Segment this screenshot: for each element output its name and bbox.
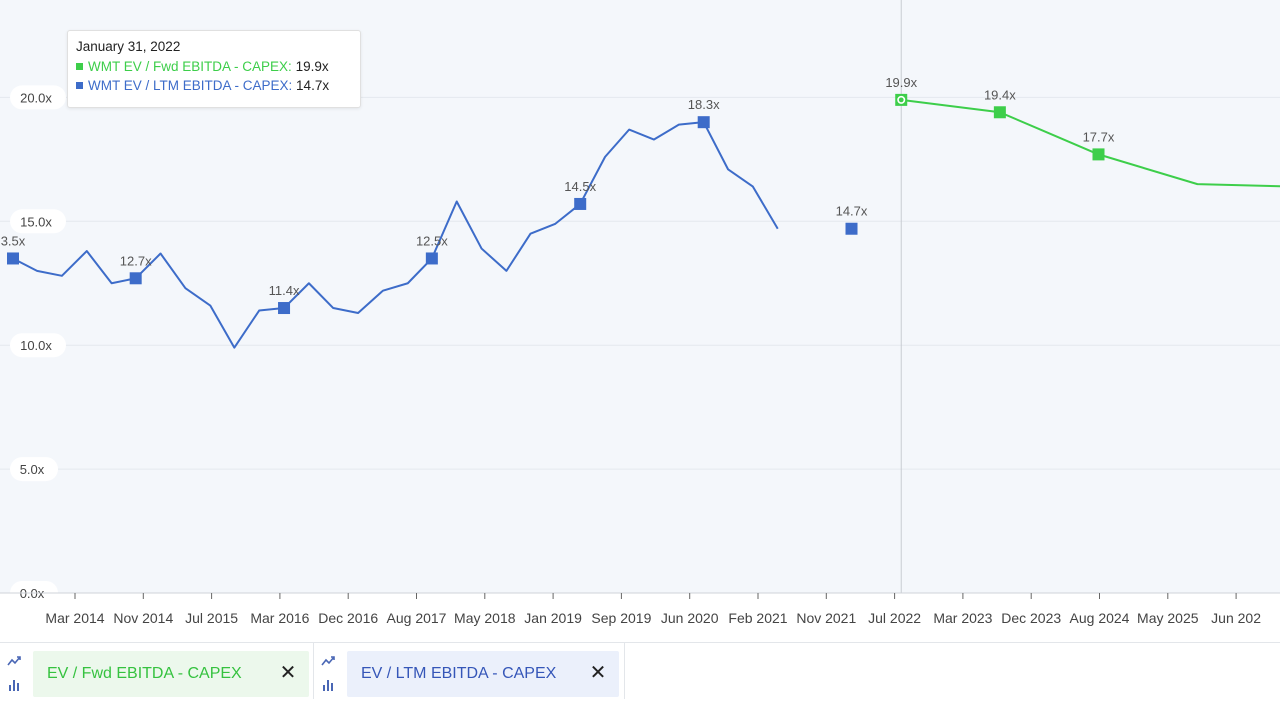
data-label: 11.4x <box>269 283 300 298</box>
tooltip-label-ltm: WMT EV / LTM EBITDA - CAPEX: <box>88 78 293 93</box>
y-tick-pill <box>10 333 66 358</box>
data-labels: 3.5x 12.7x 11.4x 12.5x 14.5x 18.3x 14.7x 19.9x 1… <box>1 75 1115 298</box>
x-tick-label: Nov 2021 <box>796 610 856 626</box>
data-point-fwd <box>1092 148 1105 161</box>
x-tick-label: May 2018 <box>454 610 516 626</box>
data-point-ltm <box>278 302 291 315</box>
legend-divider <box>313 643 314 699</box>
data-point-ltm <box>574 197 587 210</box>
data-label: 19.9x <box>885 75 917 90</box>
data-label: 18.3x <box>688 97 720 112</box>
chart-type-toggle-fwd <box>0 647 28 699</box>
y-tick-label: 15.0x <box>20 214 52 229</box>
tooltip-swatch-ltm <box>76 82 83 89</box>
line-chart-icon[interactable] <box>6 653 22 669</box>
tooltip-row-fwd: WMT EV / Fwd EBITDA - CAPEX: 19.9x <box>76 59 352 74</box>
legend-group-ltm: EV / LTM EBITDA - CAPEX ✕ <box>314 647 624 699</box>
data-point-ltm <box>697 116 710 129</box>
bar-chart-icon[interactable] <box>6 677 22 693</box>
tooltip-value-fwd: 19.9x <box>295 59 329 74</box>
legend-group-fwd: EV / Fwd EBITDA - CAPEX ✕ <box>0 647 310 699</box>
x-tick-label: Jun 202 <box>1211 610 1261 626</box>
tooltip-row-ltm: WMT EV / LTM EBITDA - CAPEX: 14.7x <box>76 78 352 93</box>
x-tick-label: Jan 2019 <box>524 610 582 626</box>
x-tick-label: Dec 2016 <box>318 610 378 626</box>
data-label: 12.7x <box>120 253 152 268</box>
data-label: 14.5x <box>564 179 596 194</box>
y-tick-label: 20.0x <box>20 90 52 105</box>
x-tick-label: Jul 2022 <box>868 610 921 626</box>
tooltip-value-ltm: 14.7x <box>296 78 330 93</box>
line-chart-icon[interactable] <box>320 653 336 669</box>
bar-chart-icon[interactable] <box>320 677 336 693</box>
legend-chip-fwd[interactable]: EV / Fwd EBITDA - CAPEX ✕ <box>33 651 309 697</box>
x-tick-label: Dec 2023 <box>1001 610 1061 626</box>
x-tick-label: Mar 2016 <box>250 610 309 626</box>
x-tick-label: Feb 2021 <box>728 610 787 626</box>
data-label: 19.4x <box>984 87 1016 102</box>
data-point-ltm <box>7 252 19 265</box>
x-tick-label: Nov 2014 <box>113 610 173 626</box>
data-point-fwd <box>993 106 1006 119</box>
x-tick-label: May 2025 <box>1137 610 1199 626</box>
y-tick-pill <box>10 457 58 482</box>
y-tick-pill <box>10 85 66 110</box>
x-tick-label: Mar 2014 <box>45 610 104 626</box>
data-point-ltm <box>129 272 142 285</box>
x-tick-label: Aug 2017 <box>387 610 447 626</box>
series-legend-bar: EV / Fwd EBITDA - CAPEX ✕ EV / LTM EBITD… <box>0 642 1280 702</box>
y-tick-pill <box>10 209 66 234</box>
legend-chip-label-fwd: EV / Fwd EBITDA - CAPEX <box>47 665 242 682</box>
legend-chip-ltm[interactable]: EV / LTM EBITDA - CAPEX ✕ <box>347 651 619 697</box>
data-point-ltm <box>425 252 438 265</box>
x-tick-label: Jun 2020 <box>661 610 719 626</box>
legend-chip-label-ltm: EV / LTM EBITDA - CAPEX <box>361 665 557 682</box>
tooltip-swatch-fwd <box>76 63 83 70</box>
close-icon[interactable]: ✕ <box>589 662 607 684</box>
data-point-highlighted <box>895 93 908 106</box>
x-tick-label: Mar 2023 <box>933 610 992 626</box>
x-tick-label: Aug 2024 <box>1070 610 1130 626</box>
hover-tooltip: January 31, 2022 WMT EV / Fwd EBITDA - C… <box>67 30 361 108</box>
data-point-highlight-ring <box>897 95 906 104</box>
x-tick-label: Jul 2015 <box>185 610 238 626</box>
data-label: 14.7x <box>836 204 868 219</box>
data-label: 12.5x <box>416 233 448 248</box>
chart-type-toggle-ltm <box>314 647 342 699</box>
tooltip-date: January 31, 2022 <box>76 39 181 54</box>
y-tick-label: 10.0x <box>20 338 52 353</box>
data-point-ltm <box>845 222 858 235</box>
y-tick-label: 5.0x <box>20 462 45 477</box>
legend-divider <box>624 643 625 699</box>
data-label: 17.7x <box>1083 129 1115 144</box>
close-icon[interactable]: ✕ <box>279 662 297 684</box>
x-tick-label: Sep 2019 <box>591 610 651 626</box>
data-label: 3.5x <box>1 233 26 248</box>
tooltip-label-fwd: WMT EV / Fwd EBITDA - CAPEX: <box>88 59 292 74</box>
series <box>7 93 1280 349</box>
